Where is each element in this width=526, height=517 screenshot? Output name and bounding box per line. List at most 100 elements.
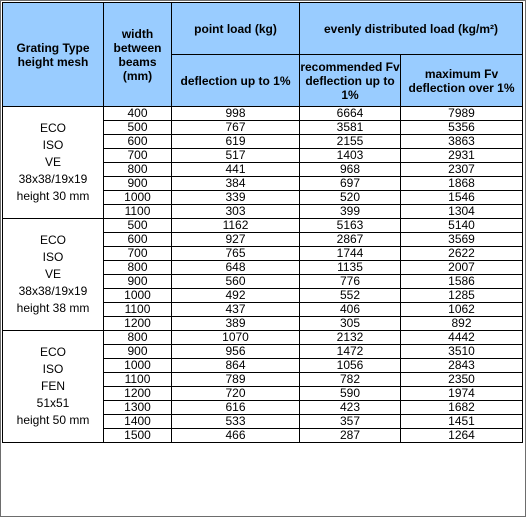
table-row: 900 384 697 1868: [3, 176, 523, 191]
point-load-cell: 998: [171, 106, 300, 121]
grating-type-line: ISO: [42, 138, 64, 152]
recommended-cell: 968: [299, 162, 401, 177]
point-load-cell: 303: [171, 204, 300, 219]
recommended-cell: 423: [299, 400, 401, 415]
recommended-cell: 2155: [299, 134, 401, 149]
grating-type-line: ECO: [39, 345, 66, 359]
recommended-cell: 697: [299, 176, 401, 191]
recommended-cell: 1056: [299, 358, 401, 373]
grating-type-line: height 50 mm: [16, 413, 90, 427]
maximum-cell: 3569: [400, 232, 523, 247]
table-row: ECO ISO VE 38x38/19x19 height 30 mm 400 998 666…: [2, 106, 523, 219]
recommended-cell: 776: [299, 274, 401, 289]
maximum-cell: 3510: [400, 344, 523, 359]
maximum-cell: 2307: [400, 162, 523, 177]
width-cell: 400: [103, 106, 172, 121]
maximum-cell: 2843: [400, 358, 523, 373]
recommended-cell: 590: [299, 386, 401, 401]
maximum-cell: 3863: [400, 134, 523, 149]
width-cell: 600: [103, 134, 172, 149]
load-table: Grating Type height mesh width between b…: [2, 2, 523, 443]
recommended-cell: 1403: [299, 148, 401, 163]
maximum-cell: 1974: [400, 386, 523, 401]
maximum-cell: 1868: [400, 176, 523, 191]
grating-type-cell: ECO ISO FEN 51x51 height 50 mm: [2, 330, 104, 443]
maximum-cell: 4442: [400, 330, 523, 345]
table-row: 1200 389 305 892: [3, 316, 523, 331]
point-load-cell: 389: [171, 316, 300, 331]
recommended-cell: 782: [299, 372, 401, 387]
width-cell: 500: [103, 218, 172, 233]
maximum-cell: 892: [400, 316, 523, 331]
width-cell: 800: [103, 260, 172, 275]
maximum-cell: 1451: [400, 414, 523, 429]
recommended-cell: 1744: [299, 246, 401, 261]
point-load-cell: 441: [171, 162, 300, 177]
point-load-cell: 339: [171, 190, 300, 205]
header-width-between-beams: width between beams (mm): [103, 2, 172, 107]
grating-type-line: height 30 mm: [16, 189, 90, 203]
point-load-cell: 927: [171, 232, 300, 247]
recommended-cell: 287: [299, 428, 401, 443]
grating-type-line: VE: [44, 267, 61, 281]
recommended-cell: 2867: [299, 232, 401, 247]
point-load-cell: 767: [171, 120, 300, 135]
width-cell: 1000: [103, 190, 172, 205]
table-row: ECO ISO VE 38x38/19x19 height 38 mm 500 1162 51…: [2, 218, 523, 331]
grating-type-line: ECO: [39, 233, 66, 247]
grating-type-cell: ECO ISO VE 38x38/19x19 height 30 mm: [2, 106, 104, 219]
point-load-cell: 1162: [171, 218, 300, 233]
grating-type-line: 38x38/19x19: [18, 284, 88, 298]
width-cell: 700: [103, 148, 172, 163]
point-load-cell: 466: [171, 428, 300, 443]
maximum-cell: 1285: [400, 288, 523, 303]
grating-type-line: ISO: [42, 250, 64, 264]
maximum-cell: 1062: [400, 302, 523, 317]
recommended-cell: 406: [299, 302, 401, 317]
point-load-cell: 384: [171, 176, 300, 191]
header-deflection-1: deflection up to 1%: [171, 54, 300, 107]
point-load-cell: 1070: [171, 330, 300, 345]
maximum-cell: 5356: [400, 120, 523, 135]
width-cell: 1000: [103, 358, 172, 373]
table-row: 1000 339 520 1546: [3, 190, 523, 205]
width-cell: 700: [103, 246, 172, 261]
table-row: 1100 303 399 1304: [3, 204, 523, 219]
point-load-cell: 648: [171, 260, 300, 275]
point-load-cell: 619: [171, 134, 300, 149]
point-load-cell: 765: [171, 246, 300, 261]
maximum-cell: 2931: [400, 148, 523, 163]
width-cell: 600: [103, 232, 172, 247]
recommended-cell: 552: [299, 288, 401, 303]
grating-type-line: ISO: [42, 362, 64, 376]
recommended-cell: 3581: [299, 120, 401, 135]
width-cell: 800: [103, 162, 172, 177]
width-cell: 1000: [103, 288, 172, 303]
table-row: 700 765 1744 2622: [3, 246, 523, 261]
recommended-cell: 305: [299, 316, 401, 331]
width-cell: 1100: [103, 204, 172, 219]
width-cell: 1400: [103, 414, 172, 429]
grating-type-line: 38x38/19x19: [18, 172, 88, 186]
width-cell: 1300: [103, 400, 172, 415]
grating-type-line: height 38 mm: [16, 301, 90, 315]
point-load-cell: 437: [171, 302, 300, 317]
width-cell: 900: [103, 274, 172, 289]
table-row: ECO ISO FEN 51x51 height 50 mm 800 1070 2132 444…: [2, 330, 523, 443]
point-load-cell: 492: [171, 288, 300, 303]
maximum-cell: 2007: [400, 260, 523, 275]
recommended-cell: 1135: [299, 260, 401, 275]
table-row: 1000 492 552 1285: [3, 288, 523, 303]
maximum-cell: 2350: [400, 372, 523, 387]
maximum-cell: 1264: [400, 428, 523, 443]
grating-type-line: ECO: [39, 121, 66, 135]
maximum-cell: 5140: [400, 218, 523, 233]
recommended-cell: 520: [299, 190, 401, 205]
width-cell: 900: [103, 344, 172, 359]
width-cell: 500: [103, 120, 172, 135]
width-cell: 1100: [103, 372, 172, 387]
header-distributed-load: evenly distributed load (kg/m²): [299, 2, 523, 55]
grating-type-line: FEN: [41, 379, 65, 393]
recommended-cell: 399: [299, 204, 401, 219]
